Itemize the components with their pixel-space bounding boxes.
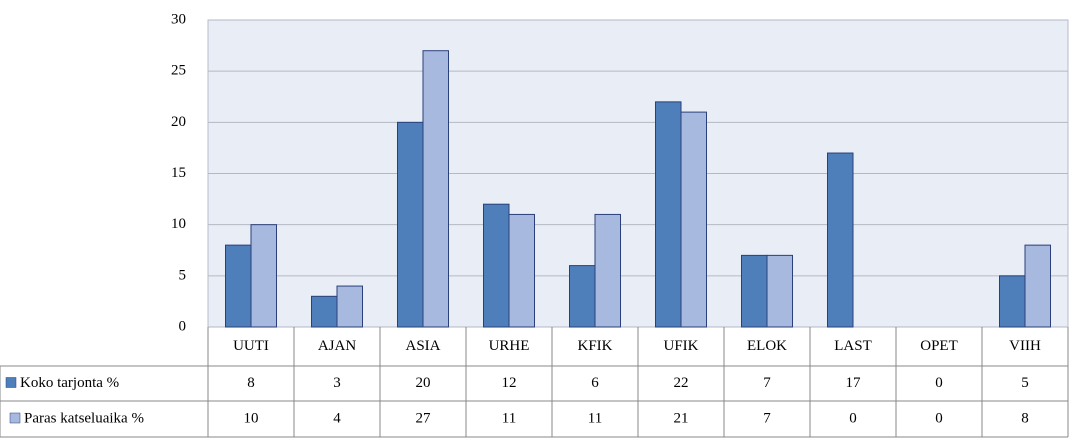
bar xyxy=(336,285,363,328)
table-value: 11 xyxy=(502,410,516,426)
table-value: 7 xyxy=(763,375,771,391)
bar xyxy=(827,152,854,328)
y-tick-label: 25 xyxy=(171,63,186,79)
bar xyxy=(483,203,510,328)
y-tick-label: 0 xyxy=(179,318,187,334)
bar xyxy=(999,275,1026,328)
y-tick-label: 10 xyxy=(171,216,186,232)
bar xyxy=(225,244,252,328)
x-tick-label: OPET xyxy=(920,338,958,354)
table-value: 0 xyxy=(849,410,857,426)
bar xyxy=(422,50,449,328)
bar xyxy=(741,254,768,328)
table-value: 11 xyxy=(588,410,602,426)
table-value: 17 xyxy=(846,375,862,391)
table-value: 6 xyxy=(591,375,599,391)
bar xyxy=(569,265,596,328)
table-value: 0 xyxy=(935,410,943,426)
legend-swatch xyxy=(9,412,21,424)
table-value: 0 xyxy=(935,375,943,391)
table-value: 8 xyxy=(1021,410,1029,426)
bar xyxy=(655,101,682,328)
x-tick-label: KFIK xyxy=(577,338,612,354)
bar xyxy=(508,213,535,328)
legend-label: Paras katseluaika % xyxy=(24,410,144,426)
legend-label: Koko tarjonta % xyxy=(20,375,119,391)
y-tick-label: 15 xyxy=(171,165,186,181)
table-value: 21 xyxy=(674,410,689,426)
x-tick-label: VIIH xyxy=(1009,338,1041,354)
table-value: 10 xyxy=(244,410,259,426)
x-tick-label: UFIK xyxy=(663,338,698,354)
y-tick-label: 30 xyxy=(171,11,186,27)
bar xyxy=(250,224,277,328)
table-value: 12 xyxy=(502,375,517,391)
y-tick-label: 5 xyxy=(179,267,187,283)
bar xyxy=(397,121,424,328)
table-value: 20 xyxy=(416,375,431,391)
x-tick-label: ELOK xyxy=(747,338,787,354)
legend-swatch xyxy=(5,377,17,388)
x-tick-label: URHE xyxy=(489,338,530,354)
bar xyxy=(766,254,793,328)
table-value: 22 xyxy=(674,375,689,391)
table-value: 27 xyxy=(416,410,432,426)
table-value: 8 xyxy=(247,375,255,391)
x-tick-label: AJAN xyxy=(318,338,357,354)
bar xyxy=(311,295,338,328)
x-tick-label: UUTI xyxy=(233,338,269,354)
table-value: 4 xyxy=(333,410,341,426)
bar xyxy=(594,213,621,328)
x-tick-label: ASIA xyxy=(405,338,440,354)
table-value: 7 xyxy=(763,410,771,426)
table-value: 5 xyxy=(1021,375,1029,391)
bar xyxy=(1024,244,1051,328)
bar xyxy=(680,111,707,328)
table-value: 3 xyxy=(333,375,341,391)
x-tick-label: LAST xyxy=(834,338,872,354)
y-tick-label: 20 xyxy=(171,114,186,130)
